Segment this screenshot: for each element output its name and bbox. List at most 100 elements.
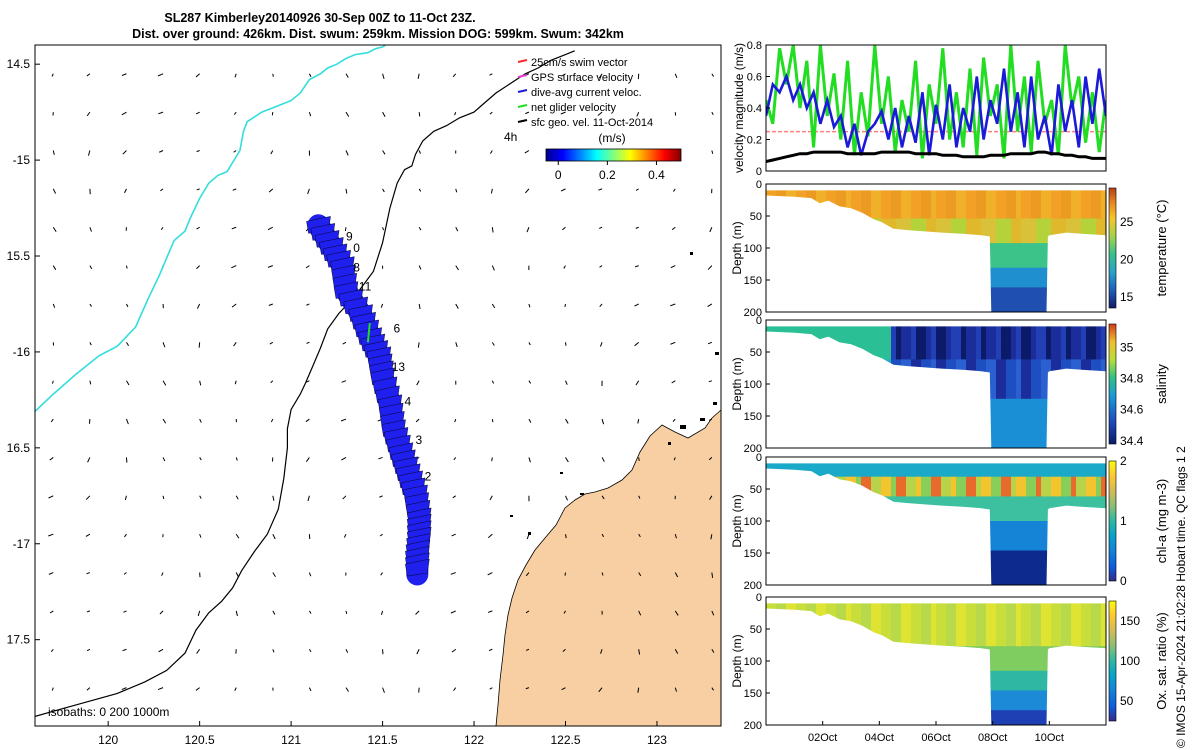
geo-velocity-vector bbox=[419, 725, 420, 726]
profile-cell bbox=[856, 339, 862, 346]
profile-cell bbox=[951, 213, 957, 219]
geo-velocity-vector bbox=[488, 648, 493, 652]
profile-cell bbox=[1086, 228, 1092, 234]
profile-cell bbox=[1001, 208, 1007, 215]
profile-colorbar-tick-label: 15 bbox=[1120, 290, 1134, 304]
profile-cell bbox=[1076, 218, 1082, 224]
profile-cell bbox=[916, 466, 922, 473]
profile-cell bbox=[1031, 433, 1037, 439]
profile-cell bbox=[991, 423, 997, 429]
profile-cell bbox=[1061, 349, 1067, 355]
profile-cell bbox=[1101, 223, 1106, 229]
profile-cell bbox=[1006, 208, 1012, 215]
profile-cell bbox=[1006, 302, 1012, 308]
profile-cell bbox=[1101, 354, 1106, 360]
profile-cell bbox=[1061, 359, 1067, 365]
profile-cell bbox=[1011, 403, 1017, 410]
profile-cell bbox=[931, 496, 937, 502]
profile-cell bbox=[1011, 267, 1017, 274]
profile-cell bbox=[891, 476, 897, 483]
profile-cell bbox=[956, 198, 962, 205]
profile-cell bbox=[886, 461, 892, 468]
geo-velocity-vector bbox=[272, 649, 275, 653]
profile-cell bbox=[926, 339, 932, 346]
profile-cell bbox=[921, 491, 927, 497]
profile-cell bbox=[1096, 218, 1102, 224]
geo-velocity-vector bbox=[564, 572, 567, 576]
profile-cell bbox=[1036, 364, 1042, 370]
profile-cell bbox=[826, 193, 832, 200]
profile-cell bbox=[1001, 384, 1007, 390]
profile-cell bbox=[956, 364, 962, 370]
current-vector-patch bbox=[405, 558, 430, 577]
profile-cell bbox=[901, 188, 907, 195]
profile-cell bbox=[1081, 324, 1087, 331]
profile-cell bbox=[1026, 344, 1032, 351]
geo-velocity-vector bbox=[637, 687, 640, 693]
profile-cell bbox=[1026, 349, 1032, 355]
profile-cell bbox=[951, 329, 957, 336]
profile-cell bbox=[1021, 324, 1027, 331]
geo-velocity-vector bbox=[455, 265, 459, 271]
profile-cell bbox=[1001, 238, 1007, 244]
profile-cell bbox=[996, 292, 1002, 298]
profile-cell bbox=[1001, 413, 1007, 419]
profile-cell bbox=[1036, 324, 1042, 331]
profile-cell bbox=[1031, 339, 1037, 346]
profile-cell bbox=[981, 223, 987, 229]
geo-velocity-vector bbox=[234, 73, 237, 78]
profile-cell bbox=[831, 461, 837, 468]
profile-cell bbox=[871, 466, 877, 473]
profile-cell bbox=[1066, 354, 1072, 360]
profile-cell bbox=[1021, 418, 1027, 424]
profile-cell bbox=[926, 198, 932, 205]
profile-cell bbox=[931, 461, 937, 468]
profile-cell bbox=[1091, 198, 1097, 205]
map-y-tick-label: 14.5 bbox=[7, 57, 31, 71]
profile-cell bbox=[991, 384, 997, 390]
profile-cell bbox=[991, 208, 997, 215]
profile-cell bbox=[791, 466, 797, 473]
profile-cell bbox=[911, 354, 917, 360]
profile-cell bbox=[1021, 379, 1027, 385]
profile-cell bbox=[1041, 339, 1047, 346]
profile-cell bbox=[1011, 344, 1017, 351]
profile-cell bbox=[1026, 223, 1032, 229]
profile-cell bbox=[1081, 213, 1087, 219]
profile-cell bbox=[886, 481, 892, 488]
profile-cell bbox=[891, 461, 897, 468]
geo-velocity-vector bbox=[638, 533, 641, 538]
profile-cell bbox=[1016, 339, 1022, 346]
profile-cell bbox=[1066, 223, 1072, 229]
profile-cell bbox=[1041, 438, 1047, 444]
profile-cell bbox=[971, 218, 977, 224]
geo-velocity-vector bbox=[50, 418, 54, 423]
profile-cell bbox=[1006, 267, 1012, 274]
profile-cell bbox=[951, 228, 957, 234]
profile-cell bbox=[1061, 203, 1067, 210]
profile-cell bbox=[921, 213, 927, 219]
profile-cell bbox=[941, 213, 947, 219]
profile-cell bbox=[901, 324, 907, 331]
profile-cell bbox=[821, 329, 827, 336]
profile-cell bbox=[1026, 418, 1032, 424]
profile-cell bbox=[1086, 213, 1092, 219]
profile-cell bbox=[1021, 443, 1027, 448]
profile-cell bbox=[886, 208, 892, 215]
profile-cell bbox=[906, 466, 912, 473]
geo-velocity-vector bbox=[638, 610, 642, 616]
profile-cell bbox=[1036, 408, 1042, 415]
profile-cell bbox=[1031, 443, 1037, 448]
profile-cell bbox=[921, 364, 927, 370]
profile-cell bbox=[891, 208, 897, 215]
profile-cell bbox=[1001, 329, 1007, 336]
profile-cell bbox=[896, 339, 902, 346]
profile-cell bbox=[946, 228, 952, 234]
profile-cell bbox=[916, 329, 922, 336]
profile-cell bbox=[811, 193, 817, 200]
profile-cell bbox=[1036, 213, 1042, 219]
profile-cell bbox=[1011, 277, 1017, 283]
profile-cell bbox=[866, 334, 872, 341]
profile-cell bbox=[996, 359, 1002, 365]
profile-cell bbox=[856, 461, 862, 468]
